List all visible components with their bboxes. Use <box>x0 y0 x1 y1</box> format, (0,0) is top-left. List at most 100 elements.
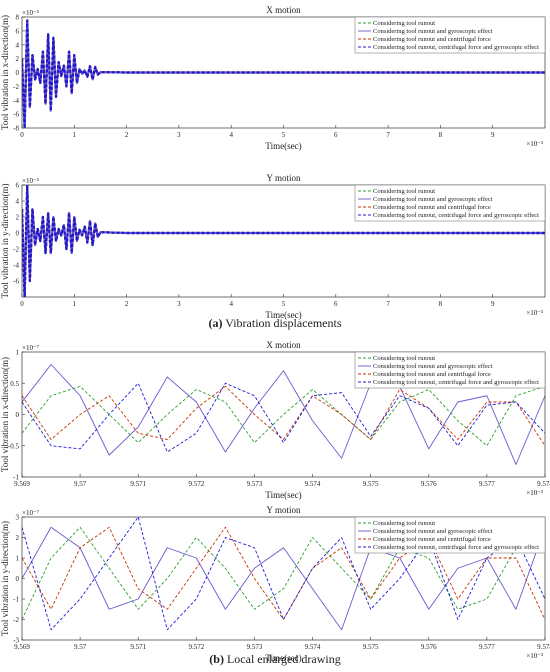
caption-label: (a) <box>208 316 222 330</box>
series-line <box>22 526 545 620</box>
legend-label: Considering tool runout <box>373 520 435 527</box>
x-tick-label: 9.571 <box>130 643 146 651</box>
x-tick-label: 9.572 <box>188 480 204 488</box>
x-tick-label: 6 <box>334 300 338 308</box>
caption-text: Local enlarged drawing <box>227 652 341 666</box>
y-tick-label: -2 <box>13 83 19 91</box>
y-multiplier: ×10⁻⁷ <box>22 509 40 517</box>
chart-title: Y motion <box>267 173 301 183</box>
y-tick-label: -4 <box>13 262 19 270</box>
x-axis-label: Time(sec) <box>265 653 301 663</box>
y-axis-label: Tool vibration in x-direction(m) <box>0 357 10 472</box>
series-line <box>22 185 545 297</box>
x-axis-label: Time(sec) <box>265 310 301 320</box>
x-tick-label: 0 <box>20 300 24 308</box>
x-tick-label: 9.578 <box>537 480 550 488</box>
legend-label: Considering tool runout, centrifugal for… <box>373 212 539 219</box>
caption: (a) Vibration displacements <box>208 316 341 330</box>
y-tick-label: -0.5 <box>8 442 20 450</box>
legend-label: Considering tool runout and centrifugal … <box>373 204 491 211</box>
y-axis-label: Tool vibration in y-direction(m) <box>0 183 10 298</box>
x-tick-label: 5 <box>282 131 286 139</box>
y-tick-label: -2 <box>13 616 19 624</box>
plot-area <box>22 517 545 631</box>
y-multiplier: ×10⁻⁵ <box>22 177 40 185</box>
y-tick-label: 0 <box>16 575 20 583</box>
caption: (b) Local enlarged drawing <box>209 652 340 666</box>
caption-text: Vibration displacements <box>225 316 342 330</box>
x-tick-label: 3 <box>177 131 181 139</box>
x-tick-label: 3 <box>177 300 181 308</box>
y-tick-label: 0 <box>16 69 20 77</box>
x-tick-label: 2 <box>125 131 129 139</box>
legend-label: Considering tool runout and centrifugal … <box>373 36 491 43</box>
x-tick-label: 9.573 <box>247 643 263 651</box>
chart-title: X motion <box>266 5 301 15</box>
x-tick-label: 7 <box>386 300 390 308</box>
x-tick-label: 6 <box>334 131 338 139</box>
x-tick-label: 9.578 <box>537 643 550 651</box>
x-tick-label: 9.573 <box>247 480 263 488</box>
x-multiplier: ×10⁻³ <box>526 489 543 497</box>
y-tick-label: 6 <box>16 27 20 35</box>
y-tick-label: 0 <box>16 411 20 419</box>
y-tick-label: -2 <box>13 246 19 254</box>
y-tick-label: -6 <box>13 111 19 119</box>
x-axis-label: Time(sec) <box>265 490 301 500</box>
x-tick-label: 8 <box>439 300 443 308</box>
legend-label: Considering tool runout and gyroscopic e… <box>373 363 493 370</box>
x-tick-label: 9.577 <box>479 643 495 651</box>
x-axis-label: Time(sec) <box>265 141 301 151</box>
plot-area <box>22 185 545 297</box>
y-tick-label: -1 <box>13 596 19 604</box>
legend-label: Considering tool runout, centrifugal for… <box>373 544 539 551</box>
y-tick-label: 2 <box>16 534 20 542</box>
legend-label: Considering tool runout <box>373 20 435 27</box>
x-tick-label: 9.57 <box>74 480 87 488</box>
series-line <box>22 385 545 446</box>
x-tick-label: 9.574 <box>305 643 321 651</box>
x-tick-label: 8 <box>439 131 443 139</box>
x-tick-label: 9.574 <box>305 480 321 488</box>
x-tick-label: 9.577 <box>479 480 495 488</box>
y-tick-label: 0.5 <box>10 380 19 388</box>
x-tick-label: 0 <box>20 131 24 139</box>
x-tick-label: 9.575 <box>363 643 379 651</box>
x-tick-label: 9.569 <box>14 480 30 488</box>
y-tick-label: 6 <box>16 182 20 190</box>
series-line <box>22 364 545 465</box>
x-tick-label: 4 <box>229 131 233 139</box>
x-tick-label: 5 <box>282 300 286 308</box>
y-tick-label: -6 <box>13 278 19 286</box>
x-multiplier: ×10⁻³ <box>526 652 543 660</box>
legend-label: Considering tool runout and gyroscopic e… <box>373 528 493 535</box>
legend-label: Considering tool runout <box>373 355 435 362</box>
y-tick-label: 3 <box>16 514 20 522</box>
caption-label: (b) <box>209 652 224 666</box>
series-line <box>22 382 545 453</box>
x-tick-label: 7 <box>386 131 390 139</box>
y-axis-label: Tool vibration in y-direction(m) <box>0 521 10 636</box>
x-tick-label: 4 <box>229 300 233 308</box>
legend-label: Considering tool runout and gyroscopic e… <box>373 196 493 203</box>
legend-label: Considering tool runout and centrifugal … <box>373 536 491 543</box>
legend-label: Considering tool runout and centrifugal … <box>373 371 491 378</box>
x-multiplier: ×10⁻³ <box>526 309 543 317</box>
x-tick-label: 9.575 <box>363 480 379 488</box>
y-tick-label: -4 <box>13 97 19 105</box>
legend-label: Considering tool runout, centrifugal for… <box>373 379 539 386</box>
x-tick-label: 9.576 <box>421 480 437 488</box>
x-tick-label: 9.571 <box>130 480 146 488</box>
y-tick-label: 8 <box>16 14 20 22</box>
legend-box <box>354 351 546 389</box>
x-tick-label: 9.569 <box>14 643 30 651</box>
chart-title: X motion <box>266 340 301 350</box>
y-multiplier: ×10⁻⁷ <box>22 344 40 352</box>
legend-label: Considering tool runout, centrifugal for… <box>373 44 539 51</box>
x-tick-label: 9 <box>491 131 495 139</box>
series-line <box>22 19 545 128</box>
x-tick-label: 2 <box>125 300 129 308</box>
x-tick-label: 1 <box>73 131 77 139</box>
plot-frame <box>21 516 546 641</box>
x-tick-label: 9 <box>491 300 495 308</box>
